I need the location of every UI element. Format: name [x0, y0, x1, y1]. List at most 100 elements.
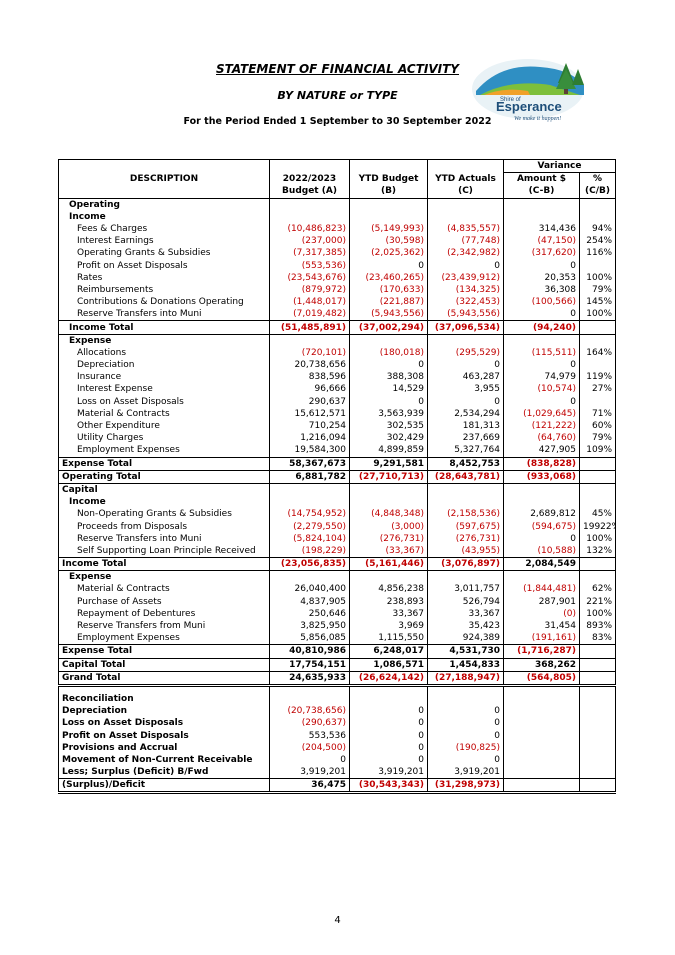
ytd-budget-cell — [349, 483, 428, 497]
ytd-actuals-cell: 0 — [427, 729, 504, 742]
variance-amount-cell: 20,353 — [503, 271, 580, 284]
ytd-budget-cell: (3,000) — [349, 520, 428, 533]
ytd-actuals-cell: 181,313 — [427, 419, 504, 433]
ytd-actuals-cell: (5,943,556) — [427, 308, 504, 321]
budget-cell: (5,824,104) — [269, 532, 350, 545]
ytd-budget-cell: (27,710,713) — [349, 469, 428, 484]
table-row: Provisions and Accrual (204,500) 0 (190,825… — [59, 741, 616, 754]
variance-pct-cell — [579, 670, 616, 687]
table-row: Reserve Transfers into Muni (7,019,482) (5… — [59, 308, 616, 321]
row-label: Profit on Asset Disposals — [62, 730, 189, 741]
budget-cell: (20,738,656) — [269, 705, 350, 718]
table-row: Proceeds from Disposals (2,279,550) (3,000… — [59, 520, 616, 533]
ytd-actuals-cell: (27,188,947) — [427, 670, 504, 687]
col-ytd-actuals-line1: YTD Actuals — [427, 172, 504, 186]
variance-pct-cell: 27% — [579, 383, 616, 396]
budget-cell — [269, 496, 350, 509]
variance-amount-cell: 0 — [503, 308, 580, 321]
variance-pct-cell — [579, 556, 616, 572]
row-label: Grand Total — [58, 670, 270, 687]
table-row: Self Supporting Loan Principle Received (… — [59, 544, 616, 558]
spacer-cell — [427, 684, 504, 693]
ytd-actuals-cell: (597,675) — [427, 520, 504, 533]
col-ytd-budget-line1: YTD Budget — [349, 172, 428, 186]
variance-pct-cell: 79% — [579, 283, 616, 297]
ytd-budget-cell: 0 — [349, 741, 428, 754]
variance-pct-cell — [579, 741, 616, 754]
ytd-budget-cell: 302,429 — [349, 432, 428, 445]
row-label: Capital Total — [58, 657, 270, 672]
ytd-budget-cell: 6,248,017 — [349, 644, 428, 658]
variance-amount-cell: (1,029,645) — [503, 407, 580, 420]
ytd-actuals-cell: 4,531,730 — [427, 644, 504, 658]
budget-cell: (7,317,385) — [269, 247, 350, 260]
ytd-actuals-cell: 463,287 — [427, 371, 504, 384]
table-row: Repayment of Debentures 250,646 33,367 33,3… — [59, 607, 616, 620]
variance-amount-cell: (317,620) — [503, 247, 580, 260]
logo-line1: Shire of — [500, 97, 521, 103]
budget-cell: 20,738,656 — [269, 359, 350, 372]
ytd-actuals-cell: 3,919,201 — [427, 766, 504, 779]
table-row: Other Expenditure 710,254 302,535 181,313 (1… — [59, 419, 616, 433]
ytd-budget-cell: (30,598) — [349, 235, 428, 248]
budget-cell: (2,279,550) — [269, 520, 350, 533]
row-label: Operating Grants & Subsidies — [77, 248, 211, 259]
budget-cell: (23,056,835) — [269, 556, 350, 572]
budget-cell: 838,596 — [269, 371, 350, 384]
col-ytd-actuals-line2: (C) — [427, 185, 504, 199]
ytd-budget-cell: 33,367 — [349, 607, 428, 620]
budget-cell: 1,216,094 — [269, 432, 350, 445]
financial-activity-table: DESCRIPTION Variance 2022/2023 YTD Budge… — [58, 159, 616, 795]
spacer-cell — [269, 684, 350, 693]
row-label: Utility Charges — [77, 433, 144, 444]
budget-cell: (1,448,017) — [269, 296, 350, 309]
variance-pct-cell: 83% — [579, 632, 616, 645]
ytd-budget-cell: 0 — [349, 705, 428, 718]
variance-amount-cell: 427,905 — [503, 444, 580, 457]
ytd-budget-cell: 0 — [349, 753, 428, 766]
reporting-period: For the Period Ended 1 September to 30 S… — [183, 116, 492, 127]
variance-pct-cell: 254% — [579, 235, 616, 248]
table-row: Utility Charges 1,216,094 302,429 237,669 (6… — [59, 432, 616, 445]
table-row: Employment Expenses 19,584,300 4,899,859 5,… — [59, 444, 616, 457]
ytd-budget-cell: 4,899,859 — [349, 444, 428, 457]
ytd-budget-cell: (180,018) — [349, 346, 428, 359]
variance-amount-cell: 0 — [503, 532, 580, 545]
logo-tagline: We make it happen! — [514, 116, 561, 122]
variance-amount-cell: (1,844,481) — [503, 583, 580, 596]
row-label: Self Supporting Loan Principle Received — [77, 545, 256, 556]
variance-amount-cell: (564,805) — [503, 670, 580, 687]
variance-amount-cell: (10,574) — [503, 383, 580, 396]
table-row: Allocations (720,101) (180,018) (295,529) (1… — [59, 346, 616, 359]
ytd-budget-cell: 3,969 — [349, 619, 428, 633]
row-label: Operating — [69, 199, 120, 210]
variance-amount-cell: (115,511) — [503, 346, 580, 359]
ytd-actuals-cell: 0 — [427, 359, 504, 372]
ytd-budget-cell — [349, 496, 428, 509]
ytd-actuals-cell: (134,325) — [427, 283, 504, 297]
variance-amount-cell: (64,760) — [503, 432, 580, 445]
col-ytd-budget-line2: (B) — [349, 185, 428, 199]
col-ytd-actuals-blank — [427, 159, 504, 173]
table-row: Insurance 838,596 388,308 463,287 74,979 119% — [59, 371, 616, 384]
ytd-budget-cell: (5,943,556) — [349, 308, 428, 321]
variance-pct-cell: 100% — [579, 308, 616, 321]
row-label: Loss on Asset Disposals — [77, 396, 184, 407]
variance-amount-cell: (0) — [503, 607, 580, 620]
row-label: Interest Expense — [77, 384, 153, 395]
ytd-budget-cell: (5,161,446) — [349, 556, 428, 572]
variance-pct-cell: 145% — [579, 296, 616, 309]
row-label: Reconciliation — [62, 693, 134, 704]
row-label: Loss on Asset Disposals — [62, 718, 184, 729]
ytd-budget-cell: 3,919,201 — [349, 766, 428, 779]
variance-amount-cell — [503, 198, 580, 211]
ytd-budget-cell — [349, 692, 428, 706]
ytd-actuals-cell — [427, 198, 504, 211]
row-label: Interest Earnings — [77, 236, 154, 247]
variance-amount-cell — [503, 717, 580, 730]
variance-amount-cell — [503, 210, 580, 223]
row-label: Contributions & Donations Operating — [77, 297, 244, 308]
page-number: 4 — [334, 915, 341, 926]
statement-title: STATEMENT OF FINANCIAL ACTIVITY — [216, 62, 459, 76]
budget-cell: 36,475 — [269, 778, 350, 795]
